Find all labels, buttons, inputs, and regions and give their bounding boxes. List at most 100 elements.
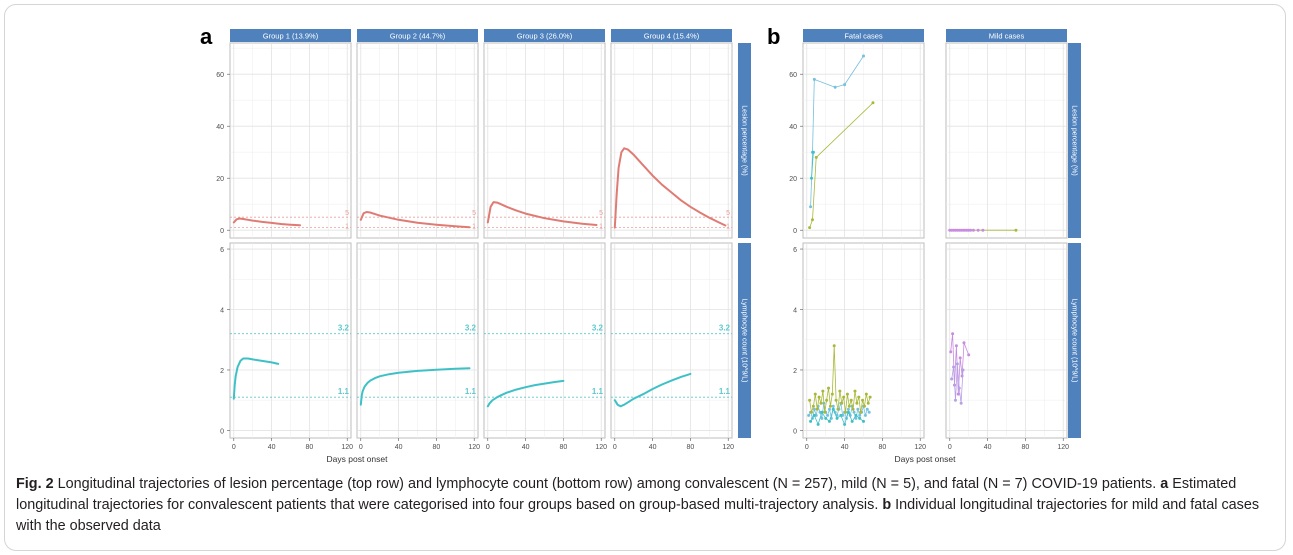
- data-point: [951, 332, 955, 336]
- lesion-trajectory: [486, 201, 598, 226]
- data-point: [958, 356, 962, 360]
- data-point: [843, 422, 847, 426]
- data-point: [827, 407, 831, 411]
- data-point: [962, 341, 966, 345]
- x-tick-label: 0: [805, 444, 809, 451]
- x-axis-label: Days post onset: [327, 454, 389, 464]
- x-tick-label: 80: [1022, 444, 1030, 451]
- y-tick-label: 60: [216, 72, 224, 79]
- data-point: [864, 392, 868, 396]
- data-point: [824, 416, 828, 420]
- x-tick-label: 120: [468, 444, 480, 451]
- data-point: [957, 386, 961, 390]
- caption-main: Longitudinal trajectories of lesion perc…: [53, 476, 1161, 492]
- y-tick-label: 20: [216, 176, 224, 183]
- data-point: [811, 150, 815, 154]
- data-point: [820, 410, 824, 414]
- data-point: [810, 176, 814, 180]
- x-tick-label: 40: [395, 444, 403, 451]
- data-point: [950, 377, 954, 381]
- data-point: [845, 392, 849, 396]
- reference-line-label: 3.2: [719, 324, 731, 333]
- reference-line-label: 5: [472, 210, 476, 217]
- data-point: [842, 395, 846, 399]
- figure-caption: Fig. 2 Longitudinal trajectories of lesi…: [16, 474, 1278, 537]
- row-strip: [738, 243, 751, 438]
- x-tick-label: 120: [1057, 444, 1069, 451]
- reference-line-label: 3.2: [592, 324, 604, 333]
- reference-line-label: 5: [726, 210, 730, 217]
- facet-strip-label: Group 3 (26.0%): [517, 32, 573, 41]
- data-point: [969, 228, 973, 232]
- data-point: [821, 389, 825, 393]
- data-point: [840, 401, 844, 405]
- y-tick-label: 4: [220, 308, 224, 315]
- data-point: [835, 416, 839, 420]
- data-point: [812, 77, 816, 81]
- data-point: [865, 407, 869, 411]
- y-tick-label: 0: [793, 228, 797, 235]
- y-tick-label: 4: [793, 308, 797, 315]
- facet-strip: [484, 29, 605, 42]
- caption-fig-label: Fig. 2: [16, 476, 54, 492]
- data-point: [960, 374, 964, 378]
- x-tick-label: 120: [341, 444, 353, 451]
- data-point: [809, 419, 813, 423]
- x-tick-label: 0: [948, 444, 952, 451]
- x-tick-label: 80: [306, 444, 314, 451]
- data-point: [814, 155, 818, 159]
- facet-strip: [611, 29, 732, 42]
- data-point: [952, 365, 956, 369]
- data-point: [857, 395, 861, 399]
- data-point: [810, 410, 814, 414]
- data-point: [819, 401, 823, 405]
- x-tick-label: 40: [841, 444, 849, 451]
- data-point: [825, 398, 829, 402]
- data-point: [849, 398, 853, 402]
- lesion-trajectory: [359, 211, 471, 229]
- data-point: [862, 54, 865, 58]
- data-point: [862, 404, 866, 408]
- reference-line-label: 5: [345, 210, 349, 217]
- reference-line-label: 3.2: [465, 324, 477, 333]
- data-point: [976, 228, 980, 232]
- data-point: [863, 413, 867, 417]
- data-point: [844, 410, 848, 414]
- y-tick-label: 2: [793, 368, 797, 375]
- facet-strip: [803, 29, 924, 42]
- reference-line-label: 1: [472, 224, 476, 231]
- caption-a-label: a: [1160, 476, 1169, 492]
- data-point: [852, 410, 856, 414]
- data-point: [813, 392, 817, 396]
- data-point: [811, 404, 815, 408]
- data-point: [827, 419, 831, 423]
- row-strip-label: Lesion percentage (%): [741, 105, 748, 175]
- data-point: [839, 413, 843, 417]
- data-point: [954, 344, 958, 348]
- x-tick-label: 40: [984, 444, 992, 451]
- reference-line-label: 5: [599, 210, 603, 217]
- x-tick-label: 0: [486, 444, 490, 451]
- y-tick-label: 6: [220, 247, 224, 254]
- x-tick-label: 120: [914, 444, 926, 451]
- data-point: [850, 419, 854, 423]
- x-tick-label: 80: [560, 444, 568, 451]
- row-strip: [1068, 43, 1081, 238]
- data-point: [833, 85, 837, 89]
- data-point: [858, 416, 862, 420]
- x-tick-label: 40: [649, 444, 657, 451]
- data-point: [812, 413, 816, 417]
- data-point: [953, 398, 957, 402]
- series-line: [811, 151, 814, 179]
- data-point: [816, 422, 820, 426]
- data-point: [868, 395, 872, 399]
- data-point: [823, 410, 827, 414]
- data-point: [808, 226, 812, 230]
- data-point: [838, 389, 842, 393]
- y-tick-label: 0: [220, 228, 224, 235]
- data-point: [856, 407, 860, 411]
- data-point: [846, 407, 850, 411]
- row-strip-label: Lymphocyte count (10^9/L): [1071, 299, 1078, 383]
- reference-line-label: 1.1: [465, 387, 477, 396]
- data-point: [812, 407, 816, 411]
